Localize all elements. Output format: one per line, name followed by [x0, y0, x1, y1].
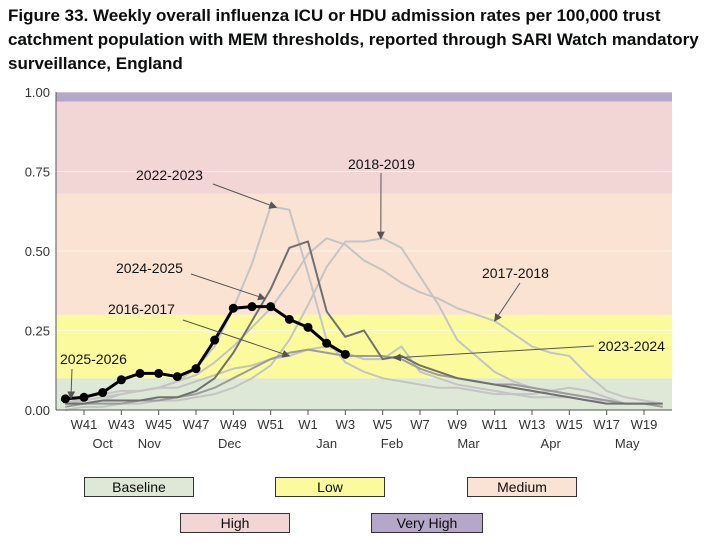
band-baseline	[56, 378, 672, 410]
y-tick-label: 0.50	[25, 244, 50, 259]
annotation-arrow	[494, 282, 521, 322]
data-point-2025-2026	[228, 303, 238, 313]
data-point-2025-2026	[116, 375, 126, 385]
annotation-label-2018-2019: 2018-2019	[348, 156, 415, 172]
band-medium	[56, 193, 672, 315]
data-point-2025-2026	[322, 338, 332, 348]
annotation-arrow	[212, 183, 278, 209]
series-line-2024-2025	[65, 240, 663, 405]
month-label: Dec	[218, 436, 242, 451]
legend-item-low: Low	[275, 477, 385, 497]
x-tick-label: W49	[220, 417, 247, 432]
data-point-2025-2026	[303, 322, 313, 332]
legend-item-very-high: Very High	[371, 513, 483, 533]
month-label: Jan	[316, 436, 337, 451]
month-label: Mar	[457, 436, 480, 451]
x-tick-label: W47	[183, 417, 210, 432]
annotation-label-2017-2018: 2017-2018	[482, 265, 549, 281]
data-point-2025-2026	[340, 349, 350, 359]
x-tick-label: W51	[257, 417, 284, 432]
x-tick-label: W19	[631, 417, 658, 432]
y-tick-label: 0.75	[25, 165, 50, 180]
data-point-2025-2026	[247, 302, 257, 312]
data-point-2025-2026	[172, 372, 182, 382]
x-tick-label: W13	[519, 417, 546, 432]
x-tick-label: W9	[448, 417, 468, 432]
data-point-2025-2026	[266, 302, 276, 312]
series-lines	[60, 205, 663, 411]
data-point-2025-2026	[98, 388, 108, 398]
legend-item-high: High	[180, 513, 290, 533]
annotations: 2022-2023 2018-2019 2024-2025 2017-2018 2016…	[60, 156, 665, 400]
band-high	[56, 101, 672, 194]
annotation-label-2023-2024: 2023-2024	[598, 338, 665, 354]
x-tick-label: W11	[482, 417, 508, 432]
month-label: Feb	[381, 436, 403, 451]
chart-title: Figure 33. Weekly overall influenza ICU …	[8, 6, 699, 73]
month-label: Nov	[138, 436, 162, 451]
series-line-2016-2017	[65, 345, 663, 408]
x-tick-label: W45	[145, 417, 172, 432]
annotation-arrow	[392, 345, 595, 362]
x-tick-label: W3	[336, 417, 356, 432]
data-point-2025-2026	[210, 335, 220, 345]
x-tick-label: W41	[71, 417, 98, 432]
month-label: May	[615, 436, 640, 451]
month-label: Oct	[93, 436, 114, 451]
annotation-label-2016-2017: 2016-2017	[108, 301, 175, 317]
band-very-high	[56, 92, 672, 102]
x-tick-label: W1	[298, 417, 318, 432]
annotation-arrow	[67, 368, 76, 400]
data-point-2025-2026	[79, 392, 89, 402]
legend-item-medium: Medium	[467, 477, 577, 497]
series-line-2023-2024	[65, 348, 663, 408]
annotation-label-2022-2023: 2022-2023	[136, 167, 203, 183]
data-point-2025-2026	[135, 368, 145, 378]
annotation-label-2025-2026: 2025-2026	[60, 351, 127, 367]
y-tick-label: 0.00	[25, 403, 50, 418]
x-tick-label: W7	[410, 417, 430, 432]
data-point-2025-2026	[284, 314, 294, 324]
x-tick-label: W43	[108, 417, 135, 432]
y-tick-label: 0.25	[25, 324, 50, 339]
y-tick-label: 1.00	[25, 85, 50, 100]
annotation-arrow	[182, 319, 291, 358]
series-line-2022-2023	[65, 205, 663, 408]
x-tick-label: W5	[373, 417, 393, 432]
annotation-arrow	[190, 273, 267, 301]
threshold-bands	[56, 92, 672, 410]
data-point-2025-2026	[191, 364, 201, 374]
x-tick-label: W15	[556, 417, 583, 432]
x-tick-label: W17	[593, 417, 620, 432]
annotation-label-2024-2025: 2024-2025	[116, 260, 183, 276]
band-low	[56, 314, 672, 379]
series-line-2025-2026	[65, 305, 347, 401]
month-label: Apr	[541, 436, 562, 451]
data-point-2025-2026	[60, 394, 70, 404]
legend-item-baseline: Baseline	[84, 477, 194, 497]
data-point-2025-2026	[154, 368, 164, 378]
axes: 0.00 0.25 0.50 0.75 1.00 W41 W43 W45 W47 W49 W51 W1…	[25, 85, 672, 451]
